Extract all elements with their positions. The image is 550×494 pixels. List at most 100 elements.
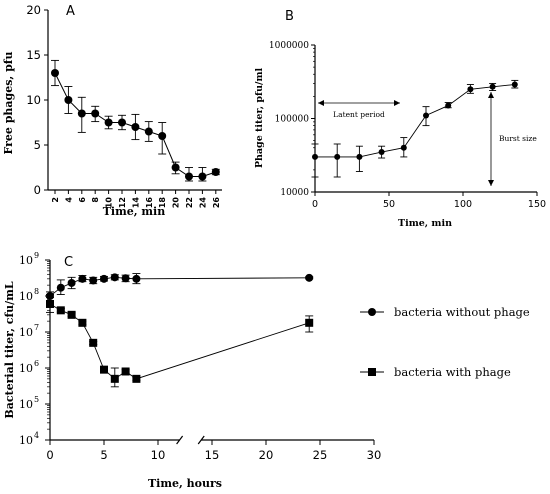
panel-a-x-tick-label: 18 (158, 197, 167, 209)
panel-c-square-point (305, 318, 314, 327)
panel-c-y-tick-exponent: 5 (34, 395, 39, 404)
panel-a-data-point (171, 163, 180, 172)
panel-a-y-tick-label: 20 (26, 3, 41, 17)
panel-b-data-point (400, 144, 407, 151)
panel-b-data-point (467, 86, 474, 93)
panel-b-y-tick-label: 1000000 (269, 41, 309, 51)
latent-period-arrowhead-left (318, 100, 324, 106)
panel-a-data-point (144, 127, 153, 136)
legend-square-marker (368, 368, 376, 376)
panel-c-y-tick-label: 10 (19, 254, 33, 267)
panel-c-circle-point (110, 273, 119, 282)
panel-a-y-tick-label: 10 (26, 93, 41, 107)
panel-c-square-point (67, 310, 76, 319)
panel-c-x-axis-label: Time, hours (148, 477, 222, 490)
panel-a-x-tick-label: 2 (51, 197, 60, 203)
panel-a-x-tick-label: 4 (64, 197, 73, 203)
panel-a-y-tick-label: 5 (34, 138, 41, 152)
panel-c-square-point (78, 318, 87, 327)
panel-c-x-tick-label: 30 (367, 448, 382, 462)
panel-a-data-point (51, 69, 59, 77)
latent-period-arrowhead-right (394, 100, 400, 106)
panel-a-y-tick-label: 0 (34, 183, 41, 197)
panel-b-y-tick-label: 100000 (275, 115, 310, 125)
panel-c-y-tick-label: 10 (19, 326, 33, 339)
panel-b-x-tick-label: 50 (383, 199, 395, 210)
panel-c-y-axis-label: Bacterial titer, cfu/mL (3, 281, 16, 418)
panel-a-x-axis-label: Time, min (103, 205, 165, 218)
panel-c-y-tick-label: 10 (19, 434, 33, 447)
panel-c-circle-point (305, 273, 314, 282)
panel-a-x-tick-label: 20 (172, 197, 181, 209)
panel-a-data-point (158, 132, 167, 140)
panel-a-label: A (66, 4, 75, 19)
panel-c: C Bacterial titer, cfu/mL Time, hours 10… (3, 251, 381, 490)
panel-c-circle-point (89, 276, 98, 285)
legend-label-without-phage: bacteria without phage (394, 305, 530, 319)
panel-c-square-point (132, 374, 141, 383)
panel-c-circle-point (121, 274, 130, 283)
panel-a-x-tick-label: 16 (145, 197, 154, 209)
panel-a-data-point (64, 96, 73, 104)
panel-a-data-point (104, 118, 113, 127)
panel-c-y-tick-exponent: 4 (34, 431, 39, 440)
panel-b-x-axis-label: Time, min (398, 218, 452, 229)
panel-a-y-axis-label: Free phages, pfu (2, 51, 15, 154)
panel-c-square-point (100, 365, 108, 374)
legend: bacteria without phage bacteria with pha… (360, 305, 530, 379)
panel-c-y-tick-exponent: 9 (34, 251, 39, 260)
panel-a-x-tick-label: 6 (78, 197, 87, 203)
legend-item-with-phage: bacteria with phage (360, 365, 511, 379)
panel-a-x-tick-label: 10 (105, 197, 114, 209)
panel-c-square-point (110, 374, 119, 383)
panel-c-axis-break-left (176, 435, 184, 445)
panel-c-y-tick-exponent: 6 (34, 359, 39, 368)
panel-c-axis-break-right (197, 435, 205, 445)
burst-size-arrowhead-top (488, 92, 494, 98)
panel-b-x-tick-label: 0 (312, 199, 318, 210)
panel-b-annotations: Latent period Burst size (318, 92, 537, 186)
panel-a-data-point (118, 118, 126, 127)
legend-circle-marker (368, 308, 376, 316)
panel-c-y-tick-label: 10 (19, 362, 33, 375)
panel-c-x-tick-label: 10 (151, 448, 166, 462)
burst-size-label: Burst size (499, 134, 537, 143)
panel-c-square-point (89, 338, 98, 347)
panel-a-data-point (198, 172, 207, 181)
panel-a-x-tick-label: 24 (198, 197, 207, 209)
panel-c-series-line (49, 303, 310, 380)
panel-c-circle-point (100, 274, 108, 283)
panel-b-y-axis-label: Phage titer, pfu/ml (254, 67, 265, 168)
panel-a-x-tick-label: 14 (131, 197, 140, 209)
panel-a-data-point (131, 123, 140, 131)
panel-c-y-tick-label: 10 (19, 290, 33, 303)
legend-item-without-phage: bacteria without phage (360, 305, 530, 319)
panel-b-data-point (423, 112, 429, 119)
panel-c-series-line (49, 276, 310, 297)
panel-b-data-point (334, 153, 341, 160)
panel-b-data-point (356, 153, 363, 160)
panel-a-data-point (91, 109, 100, 118)
panel-b-y-tick-label: 10000 (280, 188, 309, 198)
panel-b-data-point (489, 83, 496, 90)
panel-c-x-tick-label: 25 (313, 448, 328, 462)
panel-b: B Phage titer, pfu/ml Time, min 10000 100… (254, 9, 546, 229)
panel-c-label: C (64, 255, 73, 270)
panel-b-x-tick-label: 150 (528, 199, 546, 210)
panel-c-square-point (121, 367, 130, 376)
panel-c-circle-point (56, 283, 65, 292)
burst-size-arrowhead-bottom (488, 180, 494, 186)
panel-b-x-tick-label: 100 (454, 199, 472, 210)
panel-c-x-tick-label: 15 (205, 448, 220, 462)
panel-a-x-tick-label: 26 (212, 197, 221, 209)
panel-c-circle-point (132, 274, 141, 283)
panel-a-data-point (185, 172, 193, 181)
panel-a-data-point (77, 109, 86, 118)
panel-a-y-tick-label: 15 (26, 48, 41, 62)
panel-c-y-tick-exponent: 7 (34, 323, 39, 332)
panel-c-x-tick-label: 0 (46, 448, 53, 462)
panel-c-x-tick-label: 20 (259, 448, 274, 462)
panel-c-square-point (56, 306, 65, 315)
